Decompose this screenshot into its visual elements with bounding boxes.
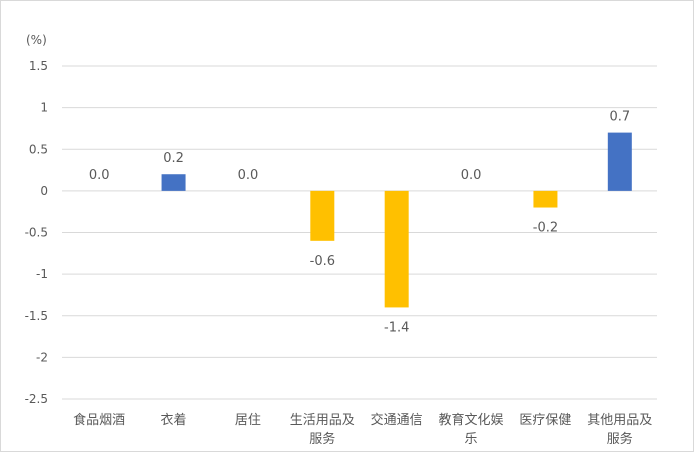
category-label: 其他用品及 [587, 413, 652, 428]
y-tick-label: -2 [36, 350, 48, 364]
category-label: 食品烟酒 [73, 412, 125, 428]
bars [161, 132, 632, 308]
y-tick-label: 1.5 [29, 59, 48, 73]
y-unit-label: (%) [26, 33, 47, 47]
y-axis-ticks: 1.5 1 0.5 0 -0.5 -1 -1.5 -2 -2.5 [25, 59, 48, 406]
data-label: -0.2 [533, 221, 558, 236]
data-label: 0.2 [163, 151, 184, 166]
bar [607, 132, 632, 191]
bar [384, 190, 409, 308]
data-labels: 0.0 0.2 0.0 -0.6 -1.4 0.0 -0.2 0.7 [89, 110, 630, 336]
category-label: 生活用品及 [290, 413, 355, 428]
data-label: -0.6 [310, 254, 335, 269]
bar [310, 190, 335, 241]
y-tick-label: 0.5 [29, 142, 48, 156]
y-tick-label: -0.5 [25, 226, 48, 240]
bar [161, 174, 186, 191]
y-tick-label: -2.5 [25, 392, 48, 406]
category-label: 衣着 [161, 412, 187, 428]
data-label: 0.0 [238, 168, 259, 183]
data-label: 0.0 [89, 168, 110, 183]
category-label: 教育文化娱 [439, 412, 504, 428]
bar [533, 190, 558, 208]
data-label: 0.0 [461, 168, 482, 183]
category-label: 医疗保健 [519, 413, 571, 428]
data-label: 0.7 [609, 110, 630, 125]
y-tick-label: -1 [36, 267, 48, 281]
category-label: 居住 [235, 413, 261, 428]
category-label: 服务 [607, 431, 633, 447]
data-label: -1.4 [384, 320, 409, 335]
y-tick-label: -1.5 [25, 309, 48, 323]
category-label: 服务 [309, 431, 335, 447]
category-label: 交通通信 [371, 412, 423, 428]
y-tick-label: 1 [40, 101, 48, 115]
grid-lines [62, 65, 657, 400]
category-label: 乐 [465, 432, 478, 447]
y-tick-label: 0 [40, 184, 48, 198]
